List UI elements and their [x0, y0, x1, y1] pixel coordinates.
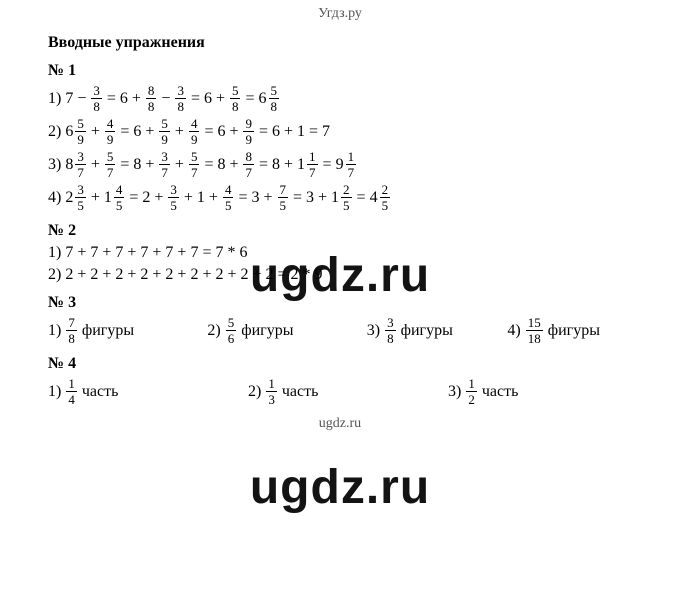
ex3-item: 3) 38 фигуры: [367, 316, 508, 345]
fraction: 88: [146, 84, 157, 113]
text: 2): [48, 123, 65, 141]
mixed-number: 145: [104, 183, 126, 212]
text: +: [87, 123, 104, 141]
fraction: 38: [91, 84, 102, 113]
fraction: 99: [243, 117, 254, 146]
text: 4): [48, 189, 65, 207]
ex1-line1: 1) 7 − 38 = 6 + 88 − 38 = 6 + 58 = 658: [48, 84, 648, 113]
exercise-3-title: № 3: [48, 294, 648, 312]
text: =: [241, 90, 258, 108]
site-footer: ugdz.ru: [0, 410, 680, 438]
text: +: [171, 156, 188, 174]
text: 1) 7 −: [48, 90, 90, 108]
watermark: ugdz.ru: [250, 460, 430, 515]
mixed-number: 235: [65, 183, 87, 212]
fraction: 57: [189, 150, 200, 179]
ex3-item: 4) 1518 фигуры: [507, 316, 648, 345]
text: = 3 +: [289, 189, 331, 207]
fraction: 38: [175, 84, 186, 113]
mixed-number: 659: [65, 117, 87, 146]
mixed-number: 425: [370, 183, 392, 212]
mixed-number: 917: [336, 150, 358, 179]
text: = 8 +: [200, 156, 242, 174]
text: = 6 +: [187, 90, 229, 108]
text: +: [87, 156, 104, 174]
exercise-4-title: № 4: [48, 355, 648, 373]
text: + 1 +: [180, 189, 222, 207]
document-body: Вводные упражнения № 1 1) 7 − 38 = 6 + 8…: [0, 34, 680, 406]
text: = 8 +: [116, 156, 158, 174]
fraction: 75: [278, 183, 289, 212]
ex4-item: 3) 12 часть: [448, 377, 648, 406]
text: +: [171, 123, 188, 141]
ex4-item: 2) 13 часть: [248, 377, 448, 406]
mixed-number: 658: [259, 84, 281, 113]
ex4-item: 1) 14 часть: [48, 377, 248, 406]
fraction: 45: [223, 183, 234, 212]
text: =: [319, 156, 336, 174]
text: = 2 +: [125, 189, 167, 207]
site-header: Угдз.ру: [0, 0, 680, 28]
ex3-row: 1) 78 фигуры 2) 56 фигуры 3) 38 фигуры 4…: [48, 316, 648, 345]
fraction: 37: [159, 150, 170, 179]
text: 3): [48, 156, 65, 174]
ex1-line2: 2) 659 + 49 = 6 + 59 + 49 = 6 + 99 = 6 +…: [48, 117, 648, 146]
text: = 6 +: [200, 123, 242, 141]
text: +: [87, 189, 104, 207]
mixed-number: 837: [65, 150, 87, 179]
fraction: 59: [159, 117, 170, 146]
ex3-item: 1) 78 фигуры: [48, 316, 207, 345]
mixed-number: 125: [331, 183, 353, 212]
text: −: [157, 90, 174, 108]
exercise-2-title: № 2: [48, 222, 648, 240]
fraction: 58: [230, 84, 241, 113]
fraction: 49: [105, 117, 116, 146]
text: =: [353, 189, 370, 207]
text: = 6 + 1 = 7: [255, 123, 330, 141]
ex2-line1: 1) 7 + 7 + 7 + 7 + 7 + 7 = 7 * 6: [48, 244, 648, 262]
ex4-row: 1) 14 часть 2) 13 часть 3) 12 часть: [48, 377, 648, 406]
text: = 6 +: [116, 123, 158, 141]
ex2-line2: 2) 2 + 2 + 2 + 2 + 2 + 2 + 2 + 2 + 2 = 2…: [48, 266, 648, 284]
fraction: 87: [243, 150, 254, 179]
text: = 8 +: [255, 156, 297, 174]
ex1-line4: 4) 235 + 145 = 2 + 35 + 1 + 45 = 3 + 75 …: [48, 183, 648, 212]
ex3-item: 2) 56 фигуры: [207, 316, 366, 345]
text: = 6 +: [103, 90, 145, 108]
fraction: 35: [168, 183, 179, 212]
exercise-1-title: № 1: [48, 62, 648, 80]
text: = 3 +: [234, 189, 276, 207]
section-title: Вводные упражнения: [48, 34, 648, 52]
mixed-number: 117: [297, 150, 319, 179]
ex1-line3: 3) 837 + 57 = 8 + 37 + 57 = 8 + 87 = 8 +…: [48, 150, 648, 179]
fraction: 57: [105, 150, 116, 179]
fraction: 49: [189, 117, 200, 146]
